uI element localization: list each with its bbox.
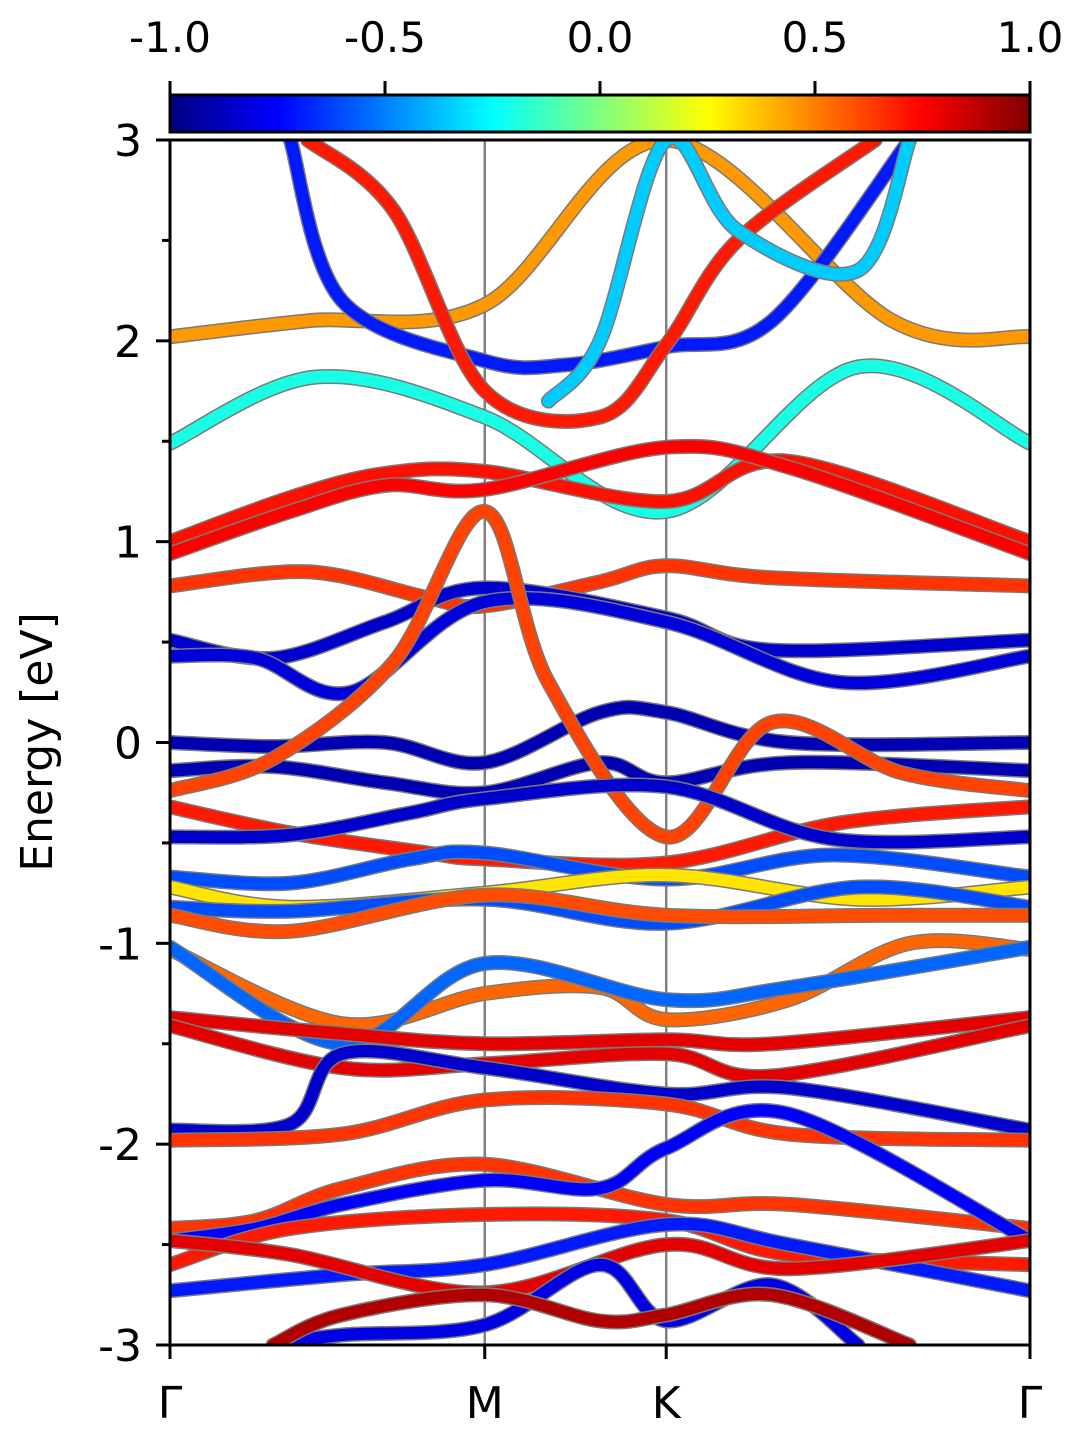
y-tick-label: -2: [98, 1120, 142, 1171]
colorbar-tick-label: 0.0: [567, 13, 634, 62]
kpoint-label: Γ: [158, 1378, 183, 1429]
y-axis: -3 -2 -1 0 1 2 3: [98, 116, 170, 1372]
band-line: [170, 888, 1030, 938]
colorbar: -1.0 -0.5 0.0 0.5 1.0: [129, 13, 1063, 134]
kpoint-label: Γ: [1018, 1378, 1043, 1429]
band-line: [170, 505, 1030, 843]
kpoint-label: M: [466, 1378, 504, 1429]
y-tick-label: 1: [114, 518, 142, 569]
band-line: [170, 778, 1030, 849]
y-tick-label: -1: [98, 919, 142, 970]
band-line: [542, 140, 916, 408]
band-line: [170, 1217, 1030, 1297]
band-line: [170, 581, 1030, 665]
band-line: [170, 1158, 1030, 1235]
colorbar-gradient: [168, 93, 1032, 134]
colorbar-tick-label: 0.5: [782, 13, 849, 62]
colorbar-tick-label: -0.5: [344, 13, 426, 62]
band-line: [170, 140, 1030, 347]
band-line: [170, 934, 1030, 1031]
band-line: [170, 1011, 1030, 1051]
band-line: [170, 756, 1030, 800]
plot-area: -3 -2 -1 0 1 2 3 Γ M K Γ: [98, 116, 1043, 1429]
band-line: [170, 845, 1030, 890]
y-axis-label: Energy [eV]: [12, 612, 63, 872]
colorbar-tick-label: 1.0: [997, 13, 1064, 62]
colorbar-tick-label: -1.0: [129, 13, 211, 62]
y-tick-label: 2: [114, 317, 142, 368]
y-tick-label: 3: [114, 116, 142, 167]
band-line: [170, 1045, 1030, 1138]
band-line: [267, 1258, 864, 1345]
y-tick-label: 0: [114, 719, 142, 770]
band-line: [284, 140, 916, 374]
band-line: [170, 1104, 1030, 1247]
band-line: [267, 1288, 916, 1345]
bands: [170, 140, 1030, 1345]
colorbar-ticks: -1.0 -0.5 0.0 0.5 1.0: [129, 13, 1063, 95]
band-line: [170, 440, 1030, 560]
band-line: [170, 880, 1030, 930]
kpoint-label: K: [652, 1378, 682, 1429]
y-tick-label: -3: [98, 1321, 142, 1372]
